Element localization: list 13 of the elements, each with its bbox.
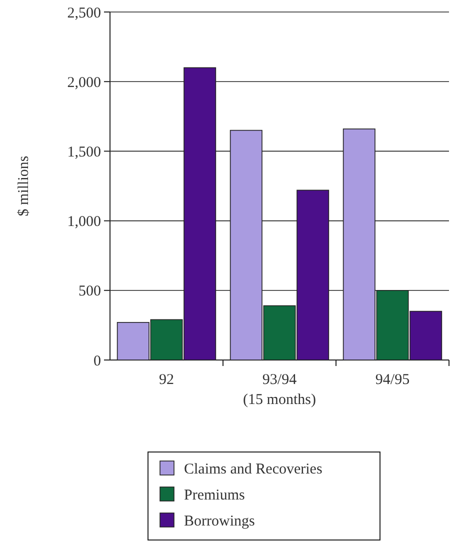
y-tick-label: 2,000: [67, 74, 101, 91]
y-tick-label: 1,000: [67, 214, 101, 230]
legend-label: Claims and Recoveries: [184, 461, 322, 478]
legend-label: Premiums: [184, 487, 245, 504]
y-tick-label: 2,500: [67, 5, 101, 22]
y-tick-label: 500: [78, 284, 101, 300]
y-tick-label: 0: [94, 353, 101, 370]
x-tick-label: 94/95: [375, 372, 410, 388]
y-axis-title: $ millions: [16, 156, 32, 216]
x-tick-label: 93/94 (15 months): [243, 372, 316, 408]
y-tick-label: 1,500: [67, 144, 101, 160]
x-tick-label: 92: [159, 372, 174, 388]
legend-label: Borrowings: [184, 513, 255, 530]
